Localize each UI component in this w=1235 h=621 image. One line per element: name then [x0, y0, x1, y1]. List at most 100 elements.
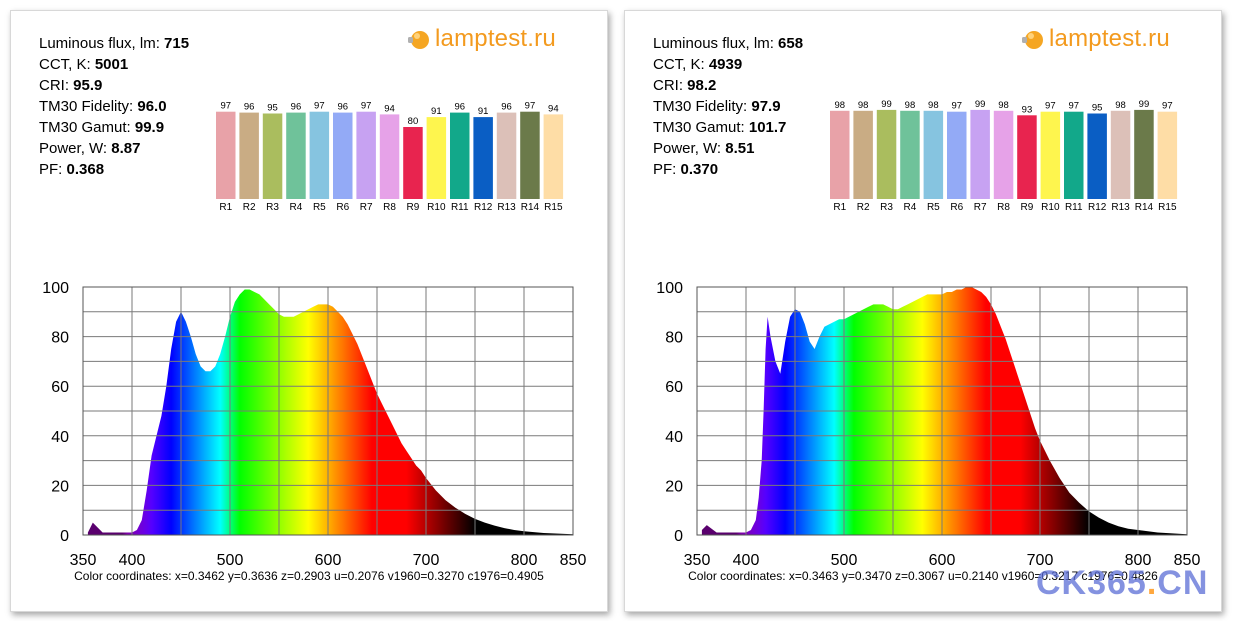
r-category-label: R3 [266, 202, 279, 213]
stat-power: Power, W: 8.51 [653, 138, 803, 159]
r-value-label: 95 [1092, 103, 1103, 114]
r-bar-R14 [520, 111, 540, 199]
r-value-label: 97 [1162, 101, 1173, 112]
logo-text: lamptest.ru [1049, 25, 1170, 52]
x-tick-label: 700 [413, 552, 440, 569]
stat-luminous-flux: Luminous flux, lm: 658 [653, 33, 803, 54]
r-bar-R3 [876, 109, 897, 199]
r-bar-R14 [1134, 109, 1154, 199]
r-value-label: 98 [998, 100, 1009, 111]
stats-block: Luminous flux, lm: 658 CCT, K: 4939 CRI:… [653, 33, 803, 180]
stat-label: TM30 Gamut: [653, 119, 749, 136]
stat-cri: CRI: 98.2 [653, 75, 803, 96]
x-tick-label: 850 [560, 552, 587, 569]
r-category-label: R8 [383, 202, 396, 213]
logo-text: lamptest.ru [435, 25, 556, 52]
r-value-label: 99 [881, 99, 892, 110]
r-bar-R7 [356, 111, 376, 199]
y-tick-label: 80 [665, 330, 683, 347]
r-value-label: 97 [1045, 101, 1056, 112]
stat-value: 0.370 [680, 161, 719, 178]
r-category-label: R12 [1088, 202, 1107, 213]
r-bar-R2 [239, 112, 259, 199]
stat-label: TM30 Fidelity: [653, 98, 752, 115]
r-bar-R2 [853, 110, 873, 199]
spectrum-chart: 0 20 40 60 80 100 350 400 500 600 700 800 850 [625, 269, 1221, 569]
r-value-label: 98 [1115, 100, 1126, 111]
r-bar-R1 [830, 110, 850, 199]
spectrum-chart: 0 20 40 60 80 100 350 400 500 600 700 800 850 [11, 269, 607, 569]
r-bar-R10 [426, 117, 447, 199]
y-tick-label: 0 [60, 528, 69, 545]
r-bar-R4 [900, 110, 920, 199]
x-tick-label: 600 [929, 552, 956, 569]
r-value-label: 96 [501, 102, 512, 113]
r-value-label: 97 [951, 101, 962, 112]
spectrum-svg: 0 20 40 60 80 100 350 400 500 600 700 800 850 [656, 280, 1200, 569]
r-value-label: 97 [361, 101, 372, 112]
y-tick-label: 20 [665, 478, 683, 495]
r-bar-R12 [1087, 113, 1107, 199]
r-category-label: R3 [880, 202, 893, 213]
r-category-label: R12 [474, 202, 493, 213]
r-category-label: R7 [974, 202, 987, 213]
plot-frame [82, 286, 574, 536]
x-tick-label: 500 [217, 552, 244, 569]
measurement-card-left: Luminous flux, lm: 715 CCT, K: 5001 CRI:… [10, 10, 608, 612]
r-category-label: R5 [313, 202, 326, 213]
y-tick-label: 20 [51, 478, 69, 495]
r-bar-R13 [496, 112, 517, 199]
stat-label: Luminous flux, lm: [653, 35, 779, 52]
stat-value: 96.0 [137, 98, 167, 115]
watermark-main: CK365 [1036, 564, 1147, 602]
stat-pf: PF: 0.368 [39, 159, 189, 180]
x-tick-label: 800 [511, 552, 538, 569]
r-bar-R8 [379, 114, 400, 199]
r-category-label: R5 [927, 202, 940, 213]
r-value-label: 98 [834, 100, 845, 111]
stat-power: Power, W: 8.87 [39, 138, 189, 159]
watermark-dot: . [1146, 564, 1158, 602]
r-bar-R15 [543, 114, 564, 199]
stat-label: TM30 Fidelity: [39, 98, 138, 115]
y-tick-label: 100 [42, 280, 69, 297]
stat-cct: CCT, K: 5001 [39, 54, 189, 75]
r-category-label: R10 [427, 202, 446, 213]
color-coordinates: Color coordinates: x=0.3463 y=0.3470 z=0… [688, 569, 1158, 583]
r-category-label: R6 [336, 202, 349, 213]
r-category-label: R2 [243, 202, 256, 213]
y-tick-label: 60 [665, 379, 683, 396]
r-category-label: R1 [833, 202, 846, 213]
y-tick-label: 60 [51, 379, 69, 396]
r-category-label: R6 [950, 202, 963, 213]
r-value-label: 94 [384, 103, 395, 114]
stat-label: CRI: [653, 77, 688, 94]
r-bar-R9 [1017, 115, 1037, 199]
spectrum-svg: 0 20 40 60 80 100 350 400 500 600 700 800 850 [42, 280, 587, 569]
r-bar-R10 [1040, 111, 1061, 199]
r-value-label: 94 [548, 103, 559, 114]
r-bar-R6 [333, 112, 353, 199]
r-bar-R7 [970, 109, 990, 199]
r-value-label: 96 [291, 102, 302, 113]
y-tick-label: 100 [656, 280, 683, 297]
r-bar-R3 [262, 113, 283, 199]
stat-label: Luminous flux, lm: [39, 35, 165, 52]
r-bar-R13 [1110, 110, 1131, 199]
r-value-label: 80 [408, 116, 419, 127]
stat-label: PF: [39, 161, 67, 178]
bulb-icon [1022, 31, 1043, 49]
r-category-label: R8 [997, 202, 1010, 213]
cri-r-bars-svg: 98 R1 98 R2 99 R3 98 R4 98 R5 97 R6 99 R7 98 R8 93 R9 97 R1… [830, 99, 1178, 213]
r-value-label: 96 [454, 102, 465, 113]
r-bar-R15 [1157, 111, 1178, 199]
y-tick-label: 40 [51, 429, 69, 446]
x-tick-label: 350 [684, 552, 711, 569]
r-category-label: R2 [857, 202, 870, 213]
stat-pf: PF: 0.370 [653, 159, 803, 180]
r-category-label: R13 [497, 202, 516, 213]
stat-value: 5001 [94, 56, 129, 73]
r-bar-R1 [216, 111, 236, 199]
stat-label: TM30 Gamut: [39, 119, 135, 136]
stat-value: 8.51 [725, 140, 755, 157]
